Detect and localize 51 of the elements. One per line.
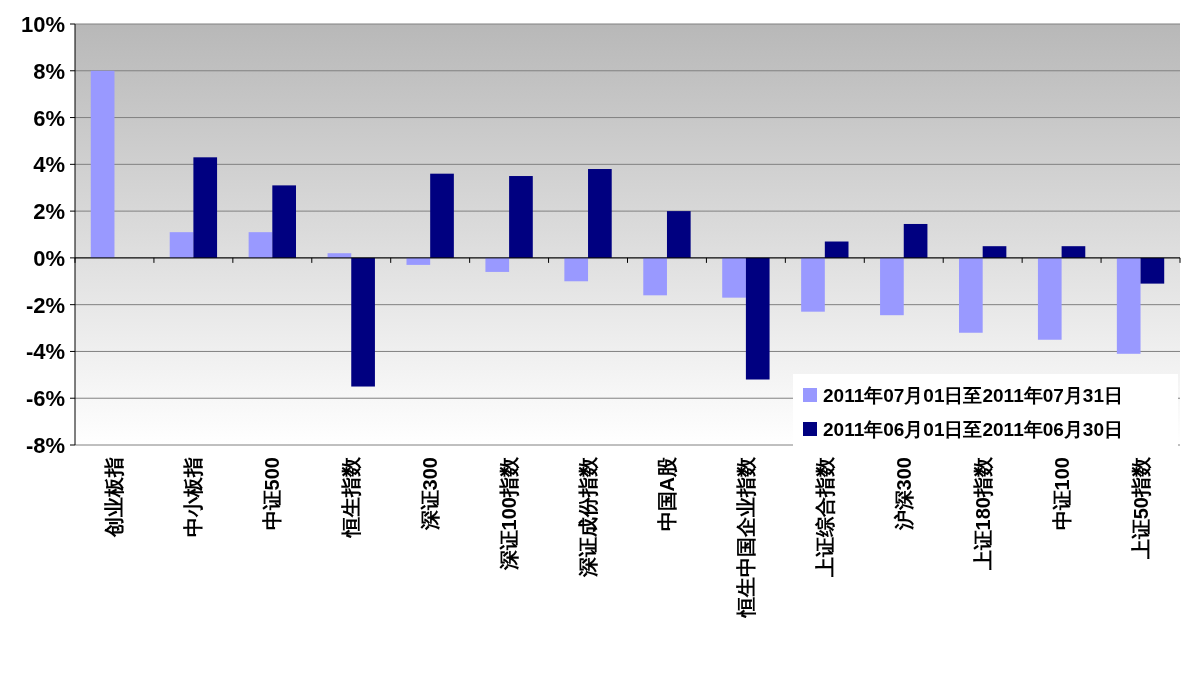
bar [824,241,849,258]
bar [564,257,589,282]
legend-label: 2011年07月01日至2011年07月31日 [823,385,1123,406]
y-tick-label: -8% [25,433,65,458]
bar [169,232,194,258]
y-tick-label: 2% [33,199,65,225]
x-tick-label: 创业板指 [103,457,126,538]
bar [722,257,746,298]
y-tick-label: 10% [20,12,65,37]
x-tick-label: 中证500 [261,457,284,531]
x-tick-label: 恒生中国企业指数 [734,456,757,619]
bar [666,211,691,258]
x-tick-label: 上证综合指数 [813,456,836,578]
bar [272,185,296,258]
y-tick-label: -2% [25,292,65,318]
bar [1037,257,1062,340]
bar [880,257,904,316]
bar [588,169,612,258]
bar [509,176,533,258]
x-tick-label: 上证50指数 [1129,456,1152,561]
y-tick-label: 4% [33,152,65,178]
x-tick-label: 恒生指数 [340,456,363,539]
x-tick-label: 深证300 [419,457,442,532]
bar [90,70,115,258]
bar [959,257,983,333]
x-tick-label: 深证成份指数 [577,456,600,578]
bar [1116,257,1141,354]
bar [351,257,375,387]
legend-label: 2011年06月01日至2011年06月30日 [823,419,1123,440]
bar [485,257,510,272]
x-tick-label: 上证180指数 [971,456,994,572]
bar [1061,246,1086,258]
x-tick-label: 沪深300 [892,457,915,532]
bar [982,246,1007,258]
bar [430,173,454,258]
x-tick-label: 中国A股 [655,456,678,532]
bar [643,257,667,296]
x-tick-label: 中小板指 [182,457,205,537]
x-tick-label: 深证100指数 [498,456,521,572]
y-tick-label: -6% [25,386,65,412]
bar [745,257,770,380]
bar [1140,257,1165,284]
y-tick-label: -4% [25,339,65,365]
bar [248,232,273,258]
x-tick-label: 中证100 [1050,457,1073,531]
bar [801,257,825,312]
bar [903,223,928,258]
y-tick-label: 0% [33,245,65,271]
y-tick-label: 8% [33,58,65,84]
bar [193,157,218,258]
y-tick-label: 6% [33,105,65,131]
